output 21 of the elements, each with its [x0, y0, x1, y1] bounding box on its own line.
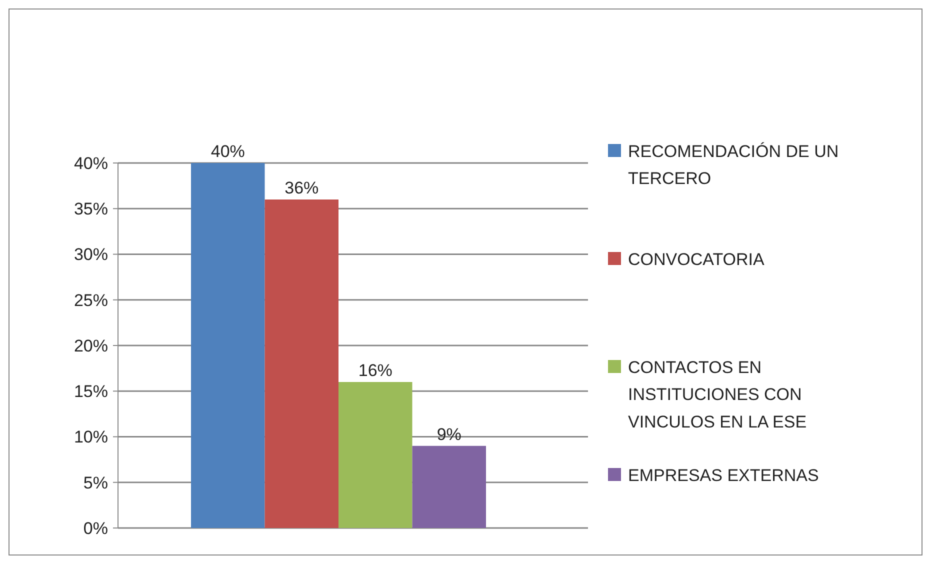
legend-label: RECOMENDACIÓN DE UN TERCERO — [628, 142, 839, 188]
y-tick-label: 25% — [74, 290, 108, 310]
y-tick-label: 40% — [74, 154, 108, 173]
bar — [412, 446, 486, 528]
y-tick-label: 15% — [74, 382, 108, 402]
y-tick-label: 20% — [74, 336, 108, 356]
data-label: 16% — [358, 361, 392, 380]
y-tick-label: 0% — [83, 518, 108, 538]
bar — [338, 382, 412, 528]
y-tick-label: 30% — [74, 245, 108, 264]
data-label: 9% — [436, 424, 462, 444]
data-label: 40% — [210, 142, 245, 161]
legend-label: EMPRESAS EXTERNAS — [628, 466, 819, 485]
legend-label: CONVOCATORIA — [628, 250, 765, 269]
legend-label: CONTACTOS EN INSTITUCIONES CON VINCULOS EN LA ESE — [628, 358, 807, 432]
bar — [264, 200, 338, 528]
data-label: 36% — [284, 178, 319, 198]
y-tick-label: 5% — [83, 473, 108, 492]
bar — [191, 163, 265, 528]
y-tick-label: 10% — [74, 428, 108, 447]
y-tick-label: 35% — [74, 200, 108, 219]
